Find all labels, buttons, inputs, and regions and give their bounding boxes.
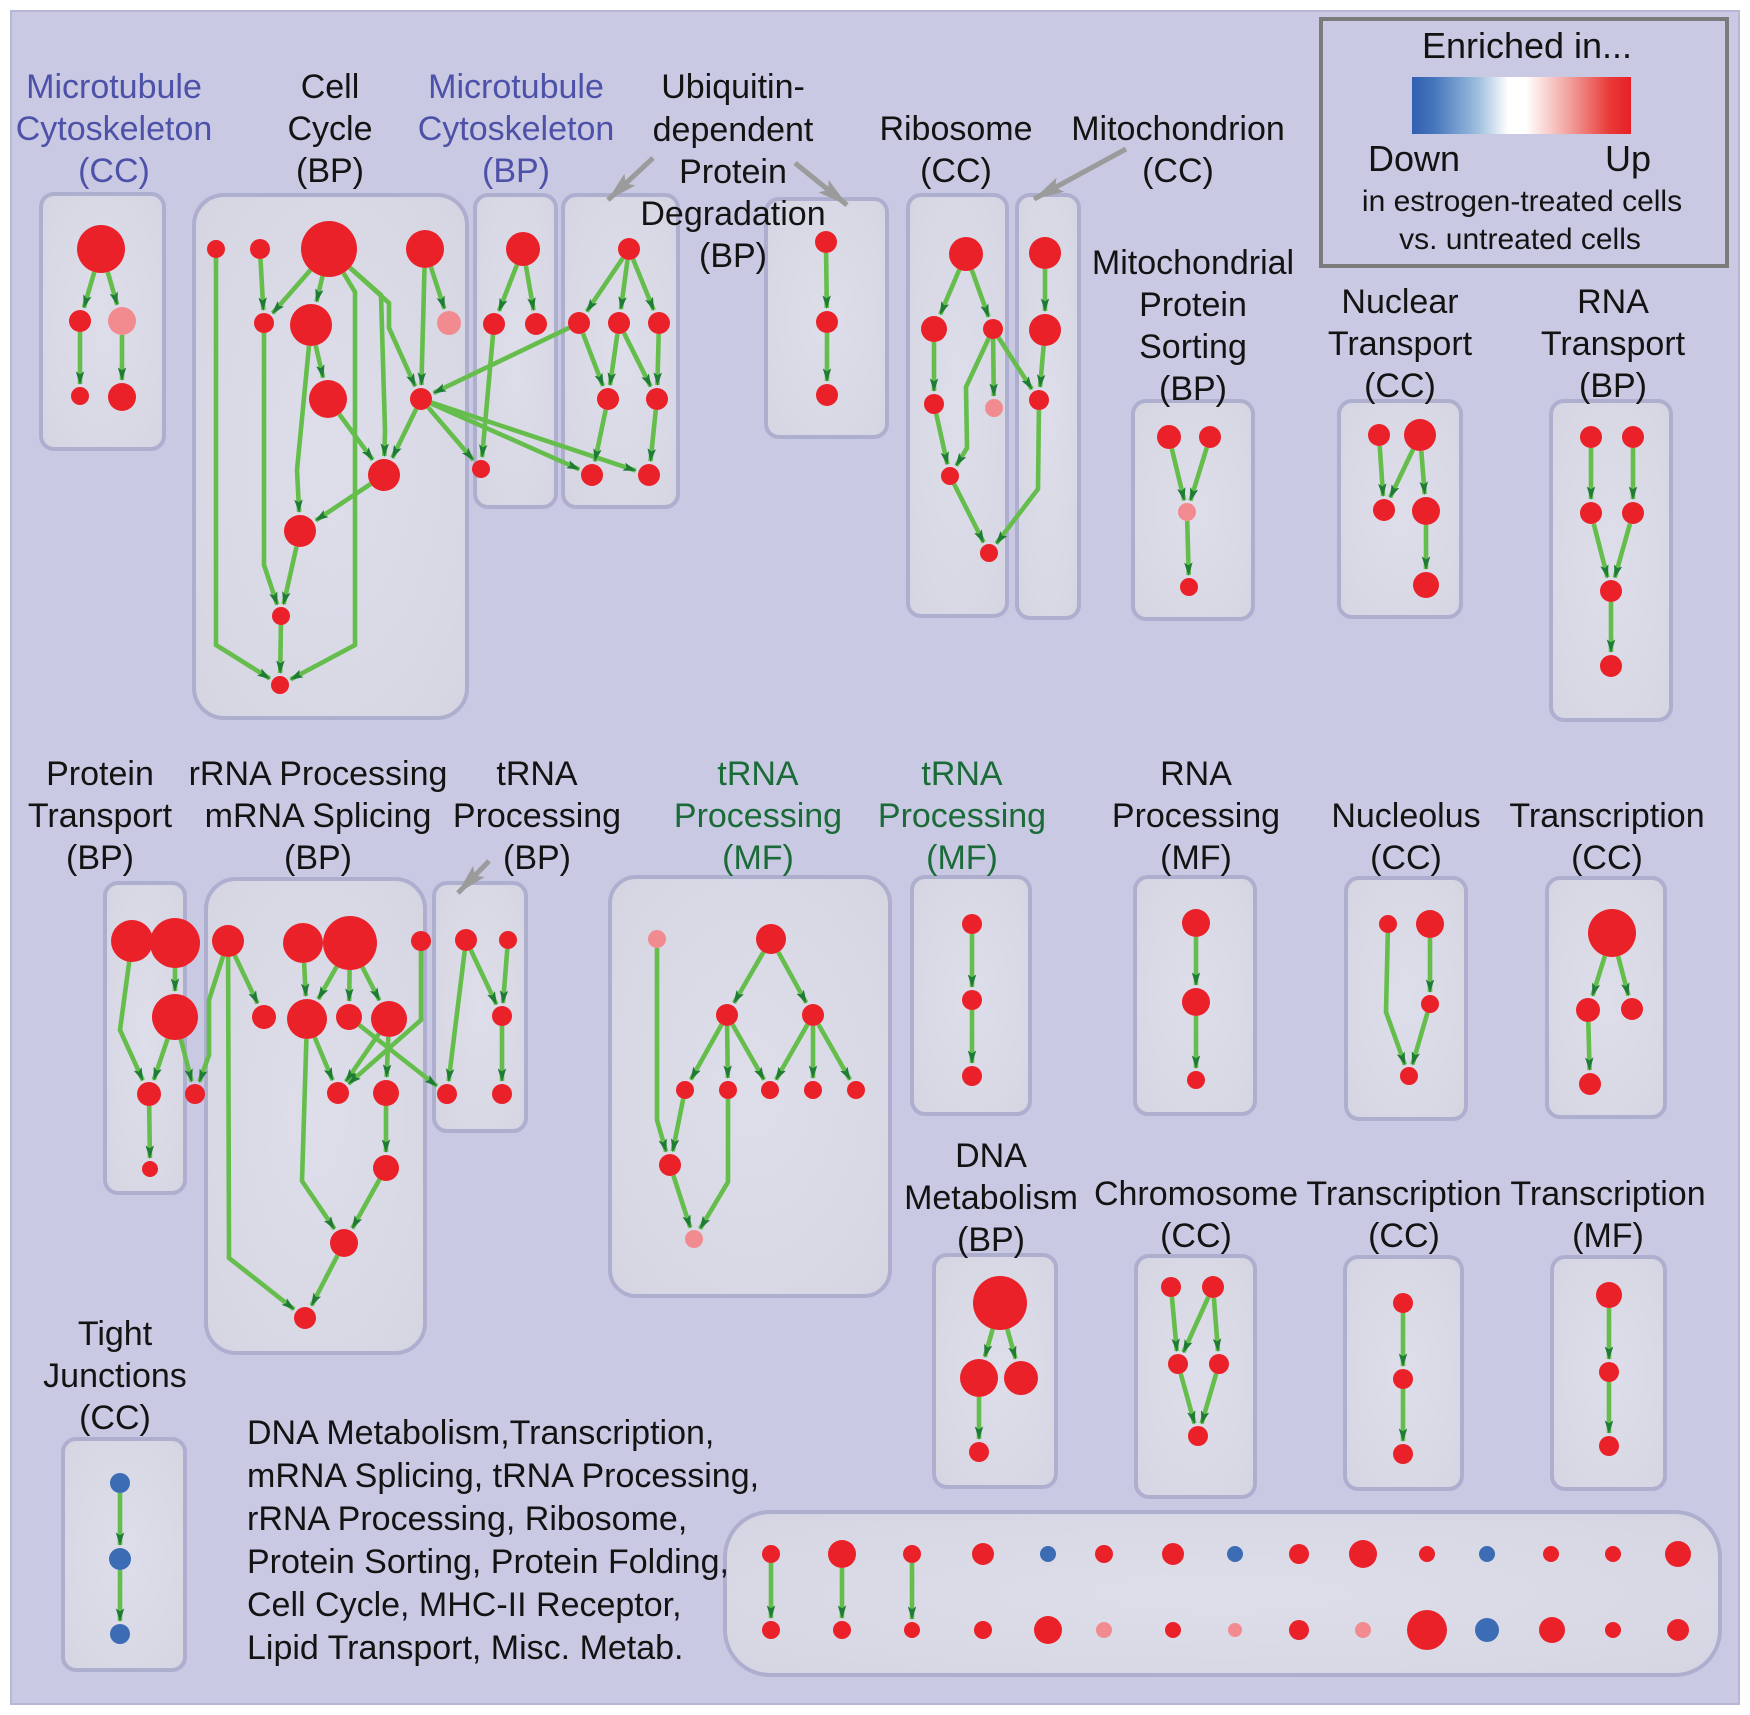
- svg-text:Microtubule: Microtubule: [26, 68, 202, 106]
- svg-text:vs. untreated cells: vs. untreated cells: [1399, 223, 1641, 256]
- svg-text:Lipid Transport, Misc. Metab.: Lipid Transport, Misc. Metab.: [247, 1629, 684, 1667]
- svg-text:rRNA Processing, Ribosome,: rRNA Processing, Ribosome,: [247, 1500, 687, 1538]
- svg-text:DNA Metabolism,Transcription,: DNA Metabolism,Transcription,: [247, 1414, 714, 1452]
- svg-text:tRNA: tRNA: [921, 755, 1003, 793]
- svg-text:Mitochondrion: Mitochondrion: [1071, 110, 1285, 148]
- svg-text:Up: Up: [1605, 138, 1651, 179]
- svg-text:Transcription: Transcription: [1509, 797, 1704, 835]
- svg-text:Down: Down: [1368, 138, 1460, 179]
- svg-text:(CC): (CC): [1370, 839, 1442, 877]
- svg-text:Ribosome: Ribosome: [879, 110, 1032, 148]
- svg-text:Transport: Transport: [1328, 325, 1473, 363]
- svg-text:(BP): (BP): [66, 839, 134, 877]
- svg-text:Nuclear: Nuclear: [1341, 283, 1458, 321]
- svg-text:RNA: RNA: [1577, 283, 1649, 321]
- svg-text:Cytoskeleton: Cytoskeleton: [418, 110, 615, 148]
- svg-text:(CC): (CC): [1364, 367, 1436, 405]
- svg-text:tRNA: tRNA: [496, 755, 578, 793]
- svg-text:rRNA Processing: rRNA Processing: [189, 755, 448, 793]
- svg-text:Enriched in...: Enriched in...: [1422, 25, 1632, 66]
- svg-text:Nucleolus: Nucleolus: [1331, 797, 1480, 835]
- svg-text:(BP): (BP): [503, 839, 571, 877]
- svg-text:Processing: Processing: [453, 797, 621, 835]
- svg-text:(CC): (CC): [1571, 839, 1643, 877]
- svg-text:mRNA Splicing, tRNA Processing: mRNA Splicing, tRNA Processing,: [247, 1457, 759, 1495]
- svg-text:(BP): (BP): [482, 152, 550, 190]
- svg-text:tRNA: tRNA: [717, 755, 799, 793]
- svg-text:Cycle: Cycle: [287, 110, 372, 148]
- svg-text:Cell Cycle, MHC-II Receptor,: Cell Cycle, MHC-II Receptor,: [247, 1586, 682, 1624]
- svg-text:(BP): (BP): [284, 839, 352, 877]
- svg-text:(BP): (BP): [1579, 367, 1647, 405]
- svg-text:(BP): (BP): [699, 237, 767, 275]
- svg-text:(BP): (BP): [1159, 370, 1227, 408]
- svg-text:Protein Sorting, Protein Foldi: Protein Sorting, Protein Folding,: [247, 1543, 729, 1581]
- svg-text:Metabolism: Metabolism: [904, 1179, 1078, 1217]
- svg-text:Mitochondrial: Mitochondrial: [1092, 244, 1294, 282]
- svg-text:(CC): (CC): [79, 1399, 151, 1437]
- svg-text:(CC): (CC): [78, 152, 150, 190]
- svg-text:DNA: DNA: [955, 1137, 1027, 1175]
- svg-text:Processing: Processing: [878, 797, 1046, 835]
- svg-text:Transport: Transport: [28, 797, 173, 835]
- svg-text:Tight: Tight: [78, 1315, 153, 1353]
- svg-text:Transcription: Transcription: [1306, 1175, 1501, 1213]
- svg-text:in estrogen-treated cells: in estrogen-treated cells: [1362, 185, 1682, 218]
- svg-text:(MF): (MF): [926, 839, 998, 877]
- svg-text:Cytoskeleton: Cytoskeleton: [16, 110, 213, 148]
- svg-text:Protein: Protein: [1139, 286, 1247, 324]
- svg-text:Protein: Protein: [46, 755, 154, 793]
- svg-text:Microtubule: Microtubule: [428, 68, 604, 106]
- svg-text:Sorting: Sorting: [1139, 328, 1247, 366]
- svg-text:(CC): (CC): [1368, 1217, 1440, 1255]
- svg-text:Degradation: Degradation: [640, 195, 825, 233]
- svg-text:Processing: Processing: [1112, 797, 1280, 835]
- svg-text:(CC): (CC): [920, 152, 992, 190]
- svg-text:(MF): (MF): [722, 839, 794, 877]
- svg-text:Processing: Processing: [674, 797, 842, 835]
- svg-text:(MF): (MF): [1160, 839, 1232, 877]
- svg-text:(BP): (BP): [296, 152, 364, 190]
- svg-text:Ubiquitin-: Ubiquitin-: [661, 68, 805, 106]
- svg-text:dependent: dependent: [653, 111, 814, 149]
- svg-text:Protein: Protein: [679, 153, 787, 191]
- svg-text:Transport: Transport: [1541, 325, 1686, 363]
- svg-text:RNA: RNA: [1160, 755, 1232, 793]
- svg-text:Junctions: Junctions: [43, 1357, 187, 1395]
- svg-text:(CC): (CC): [1142, 152, 1214, 190]
- svg-text:(BP): (BP): [957, 1221, 1025, 1259]
- svg-text:Cell: Cell: [301, 68, 360, 106]
- svg-text:(MF): (MF): [1572, 1217, 1644, 1255]
- svg-text:mRNA Splicing: mRNA Splicing: [205, 797, 432, 835]
- svg-text:Transcription: Transcription: [1510, 1175, 1705, 1213]
- svg-text:Chromosome: Chromosome: [1094, 1175, 1298, 1213]
- svg-text:(CC): (CC): [1160, 1217, 1232, 1255]
